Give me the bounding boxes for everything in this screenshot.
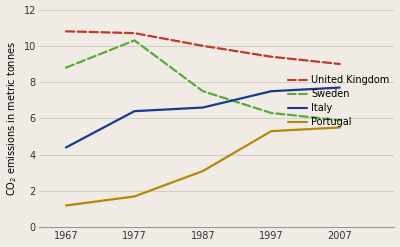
United Kingdom xyxy=(132,32,137,35)
United Kingdom xyxy=(337,62,342,65)
Italy xyxy=(269,90,274,93)
Y-axis label: CO$_2$ emissions in metric tonnes: CO$_2$ emissions in metric tonnes xyxy=(6,41,19,196)
Line: Italy: Italy xyxy=(66,88,340,147)
United Kingdom xyxy=(64,30,68,33)
Portugal xyxy=(200,169,205,172)
Italy xyxy=(200,106,205,109)
Sweden xyxy=(269,111,274,114)
Sweden xyxy=(337,119,342,122)
Italy xyxy=(337,86,342,89)
Portugal xyxy=(132,195,137,198)
United Kingdom xyxy=(269,55,274,58)
United Kingdom xyxy=(200,44,205,47)
Sweden xyxy=(132,39,137,42)
Italy xyxy=(64,146,68,149)
Line: United Kingdom: United Kingdom xyxy=(66,31,340,64)
Italy xyxy=(132,110,137,113)
Sweden xyxy=(200,90,205,93)
Portugal xyxy=(269,130,274,133)
Portugal xyxy=(337,126,342,129)
Line: Sweden: Sweden xyxy=(66,41,340,120)
Portugal xyxy=(64,204,68,207)
Line: Portugal: Portugal xyxy=(66,127,340,206)
Legend: United Kingdom, Sweden, Italy, Portugal: United Kingdom, Sweden, Italy, Portugal xyxy=(288,75,390,127)
Sweden xyxy=(64,66,68,69)
